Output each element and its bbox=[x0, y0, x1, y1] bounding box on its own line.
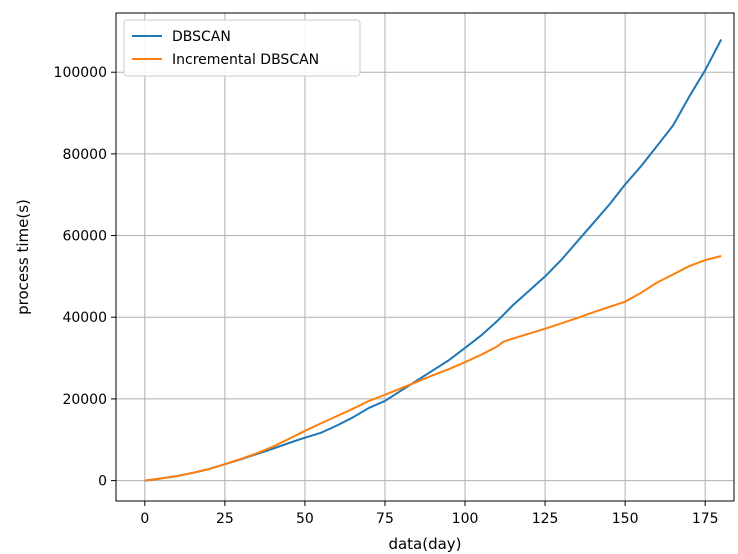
legend-label-1: DBSCAN bbox=[172, 29, 231, 45]
y-tick-label: 0 bbox=[98, 474, 107, 490]
x-tick-label: 175 bbox=[692, 511, 719, 527]
grid-lines bbox=[116, 13, 734, 501]
series-line-1 bbox=[144, 39, 723, 482]
x-tick-label: 125 bbox=[532, 511, 559, 527]
legend: DBSCAN Incremental DBSCAN bbox=[123, 19, 361, 77]
legend-label-2: Incremental DBSCAN bbox=[172, 52, 319, 68]
x-tick-label: 0 bbox=[140, 511, 149, 527]
axis-ticks: 0 25 50 75 100 125 150 175 0 20000 40000 60000 80000… bbox=[54, 65, 719, 527]
x-axis-label: data(day) bbox=[388, 535, 461, 553]
x-tick-label: 75 bbox=[376, 511, 394, 527]
y-axis-label: process time(s) bbox=[14, 199, 32, 315]
y-tick-label: 60000 bbox=[62, 229, 107, 245]
x-tick-label: 50 bbox=[296, 511, 314, 527]
series-lines bbox=[144, 39, 723, 482]
series-line-2 bbox=[144, 255, 722, 482]
legend-box bbox=[123, 19, 361, 77]
y-tick-label: 40000 bbox=[62, 310, 107, 326]
x-tick-label: 100 bbox=[452, 511, 479, 527]
x-tick-label: 25 bbox=[216, 511, 234, 527]
x-tick-label: 150 bbox=[612, 511, 639, 527]
plot-frame bbox=[115, 12, 735, 502]
y-tick-label: 100000 bbox=[54, 65, 107, 81]
y-tick-label: 20000 bbox=[62, 392, 107, 408]
y-tick-label: 80000 bbox=[62, 147, 107, 163]
